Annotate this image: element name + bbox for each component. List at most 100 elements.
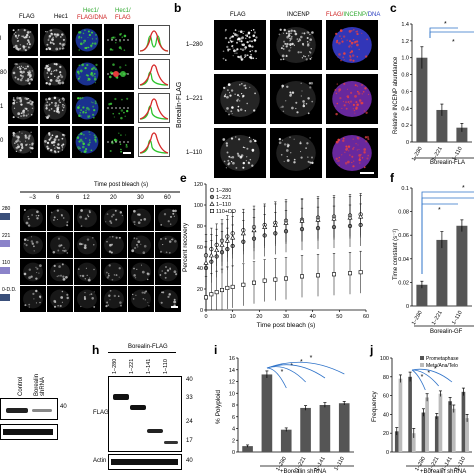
e-legend-label: 1–221 — [216, 195, 231, 201]
h-blot-label-flag: FLAG — [93, 410, 109, 416]
d-frap-tile — [47, 205, 73, 231]
bar — [425, 397, 429, 452]
b-row-label: 1–221 — [186, 96, 203, 102]
d-frap-tile — [101, 232, 127, 258]
i-sig-bracket — [266, 367, 287, 389]
e-point — [358, 270, 363, 275]
h-marker-24: 24 — [186, 419, 193, 425]
e-point — [272, 222, 278, 227]
bar — [300, 407, 311, 452]
j-star: * — [427, 370, 430, 377]
d-frap-tile — [101, 259, 127, 285]
x-tick-label: 50 — [336, 314, 342, 320]
y-tick-label: 14 — [229, 368, 235, 374]
b-micrograph-tile — [270, 20, 322, 70]
a-profile-plot — [138, 25, 170, 55]
panel-b-letter: b — [174, 1, 182, 15]
d-time-label: 12 — [83, 195, 90, 201]
g-band-1 — [6, 408, 28, 413]
a-micrograph-tile — [72, 58, 102, 90]
d-construct-box — [0, 294, 10, 301]
a-profile-plot — [138, 127, 170, 157]
d-time-label: −3 — [29, 195, 36, 201]
panel-i-letter: i — [214, 343, 218, 357]
bar — [448, 401, 452, 452]
y-tick-label: 0.08 — [398, 210, 409, 216]
bar — [416, 284, 428, 306]
e-point — [225, 285, 230, 290]
a-micrograph-tile — [104, 24, 134, 56]
h-blot-flag — [108, 376, 182, 452]
bar — [280, 429, 292, 452]
d-frap-tile — [128, 259, 154, 285]
b-micrograph-tile — [214, 20, 266, 70]
y-tick-label: 12 — [229, 380, 235, 386]
y-tick-label: 1.0 — [401, 56, 409, 62]
a-row-label: 80 — [0, 70, 7, 76]
a-micrograph-tile — [104, 126, 134, 158]
y-tick-label: 6 — [232, 415, 235, 421]
b-micrograph-tile — [326, 128, 378, 178]
h-lane-label: 1–110 — [163, 359, 169, 374]
d-frap-tile — [128, 286, 154, 312]
y-tick-label: 16 — [229, 356, 235, 362]
h-marker-40: 40 — [186, 377, 193, 383]
a-profile-red-line — [139, 64, 169, 86]
c-ylabel: Relative INCENP abundance — [393, 56, 399, 134]
e-point — [219, 288, 224, 293]
e-point — [284, 276, 289, 281]
h-marker-17: 17 — [186, 438, 193, 444]
j-legend-label: Prometaphase — [426, 356, 459, 362]
j-sig-bracket — [411, 369, 426, 391]
d-frap-tile — [155, 286, 181, 312]
e-legend-marker — [209, 194, 215, 200]
y-tick-label: 60 — [383, 394, 389, 400]
i-group-label: +Borealin shRNA — [280, 469, 326, 474]
e-point — [299, 218, 305, 223]
e-point — [300, 274, 305, 279]
d-frap-tile — [74, 232, 100, 258]
y-tick-label: 20 — [383, 431, 389, 437]
h-band-3 — [147, 429, 163, 433]
d-time-label: 20 — [110, 195, 117, 201]
e-point — [273, 277, 278, 282]
chart-f: 0 0.02 0.04 0.06 0.08 0.1 1–280 1–221 1–110 Time … — [393, 185, 474, 335]
d-time-title: Time post bleach (s) — [94, 182, 149, 188]
y-tick-label: 100 — [380, 356, 389, 362]
panel-e-letter: e — [180, 171, 187, 185]
panel-f-letter: f — [390, 171, 394, 185]
e-point — [203, 295, 208, 300]
a-micrograph-tile — [40, 126, 70, 158]
e-point — [214, 290, 219, 295]
e-point — [283, 220, 289, 225]
j-sig-bracket — [411, 369, 439, 387]
y-tick-label: 1.2 — [401, 39, 409, 45]
col-label-merge2-top: Hec1/ — [115, 8, 131, 14]
b-row-label: 1–280 — [186, 42, 203, 48]
e-point — [241, 282, 246, 287]
a-micrograph-tile — [40, 58, 70, 90]
bar — [242, 446, 253, 452]
x-tick-label: 30 — [283, 314, 289, 320]
col-label-flag: FLAG — [19, 14, 35, 20]
e-point — [219, 242, 225, 247]
d-frap-tile — [128, 205, 154, 231]
x-tick-label: 1–221 — [431, 310, 444, 326]
c-group-label: Borealin-FLA — [430, 160, 465, 164]
y-tick-label: 40 — [383, 412, 389, 418]
b-col-incenp: INCENP — [287, 12, 310, 18]
g-col-control: Control — [18, 376, 24, 396]
y-tick-label: 0.02 — [398, 280, 409, 286]
a-micrograph-tile — [8, 24, 38, 56]
a-micrograph-tile — [40, 24, 70, 56]
d-row-label: 110 — [2, 260, 10, 266]
h-lane-label: 1–141 — [146, 358, 152, 374]
j-group-label: +Borealin shRNA — [420, 469, 466, 474]
y-tick-label: 0 — [232, 450, 235, 456]
d-frap-tile — [74, 259, 100, 285]
d-time-line — [20, 191, 180, 193]
d-row-label: 221 — [2, 233, 11, 239]
e-point — [230, 284, 235, 289]
b-micrograph-tile — [270, 128, 322, 178]
y-tick-label: 80 — [383, 375, 389, 381]
